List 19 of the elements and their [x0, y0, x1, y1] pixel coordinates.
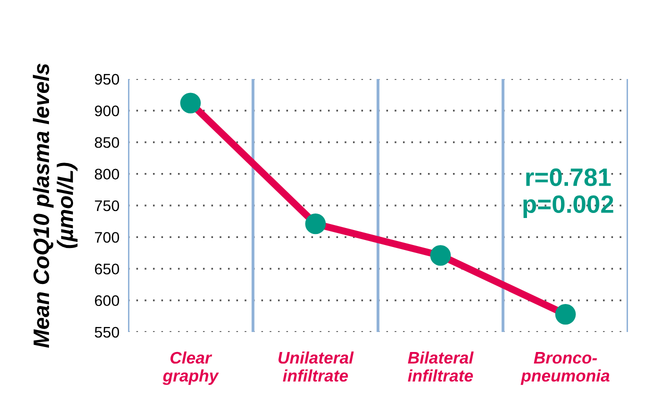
x-tick-label: Unilateral infiltrate — [278, 351, 354, 382]
point — [430, 245, 451, 266]
y-tick-label: 800 — [94, 168, 120, 180]
y-axis-title: Mean CoQ10 plasma levels (µmol/L) — [32, 64, 78, 348]
x-tick-label: Bilateral infiltrate — [408, 351, 474, 382]
y-tick-label: 600 — [94, 295, 120, 306]
point — [305, 214, 326, 234]
y-tick-label: 750 — [94, 200, 120, 212]
y-tick-label: 650 — [94, 264, 120, 274]
y-tick-label: 850 — [94, 137, 120, 148]
y-tick-label: 950 — [94, 74, 120, 85]
point — [180, 92, 201, 114]
x-tick-label: Bronco- pneumonia — [520, 352, 610, 385]
x-tick-label: Clear graphy — [162, 351, 219, 385]
y-tick-label: 700 — [94, 232, 120, 243]
point — [555, 304, 576, 325]
y-tick-label: 900 — [94, 105, 120, 116]
y-tick-label: 550 — [94, 326, 120, 338]
annotation: r=0.781 p=0.002 — [523, 168, 614, 218]
